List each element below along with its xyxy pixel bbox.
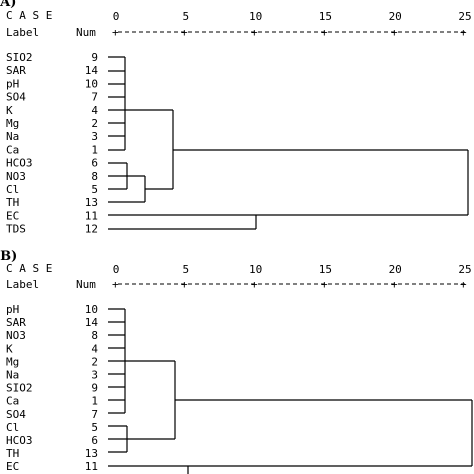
case-row-num: 10	[85, 77, 98, 90]
case-row-num: 11	[85, 460, 98, 473]
case-row-label: Cl	[6, 183, 19, 196]
case-row-num: 7	[91, 91, 98, 104]
case-row-label: Ca	[6, 143, 19, 156]
case-row-label: SAR	[6, 316, 26, 329]
panel-b-dendrogram-tree	[108, 308, 473, 474]
panel-a-scale-axis: + + + + + +	[112, 26, 467, 39]
panel-b-num-heading: Num	[76, 278, 96, 291]
svg-text:+: +	[321, 278, 328, 291]
svg-text:+: +	[321, 26, 328, 39]
case-row-label: TDS	[6, 223, 26, 236]
case-row-num: 5	[91, 183, 98, 196]
case-row-num: 6	[91, 157, 98, 170]
case-row-label: Na	[6, 130, 19, 143]
case-row-label: Mg	[6, 117, 19, 130]
scale-tick-label: 5	[182, 263, 189, 276]
case-row-label: SO4	[6, 408, 26, 421]
case-row-num: 8	[91, 170, 98, 183]
case-row-label: EC	[6, 460, 19, 473]
case-row-num: 3	[91, 130, 98, 143]
svg-text:+: +	[112, 278, 119, 291]
panel-a-dendrogram-tree	[108, 56, 469, 230]
case-row-label: EC	[6, 209, 19, 222]
svg-text:+: +	[460, 278, 467, 291]
case-row-label: Ca	[6, 395, 19, 408]
case-row-label: K	[6, 342, 13, 355]
scale-tick-label: 0	[113, 263, 120, 276]
scale-tick-label: 15	[319, 263, 332, 276]
case-row-label: TH	[6, 447, 19, 460]
svg-text:+: +	[460, 26, 467, 39]
case-row-num: 1	[91, 395, 98, 408]
case-row-num: 4	[91, 342, 98, 355]
scale-tick-label: 10	[249, 10, 262, 23]
panel-a-label-heading: Label	[6, 26, 39, 39]
scale-tick-label: 20	[389, 10, 402, 23]
case-row-label: Cl	[6, 421, 19, 434]
case-row-num: 11	[85, 209, 98, 222]
case-row-label: Na	[6, 369, 19, 382]
scale-tick-label: 20	[389, 263, 402, 276]
case-row-label: Mg	[6, 355, 19, 368]
case-row-num: 3	[91, 369, 98, 382]
svg-text:+: +	[391, 26, 398, 39]
panel-a-case-heading: C A S E	[6, 9, 52, 22]
svg-text:+: +	[251, 26, 258, 39]
case-row-num: 2	[91, 117, 98, 130]
case-row-num: 9	[91, 382, 98, 395]
case-row-label: SIO2	[6, 382, 33, 395]
panel-b-scale-axis: + + + + + +	[112, 278, 467, 291]
panel-a-num-heading: Num	[76, 26, 96, 39]
case-row-num: 1	[91, 143, 98, 156]
scale-tick-label: 25	[458, 10, 471, 23]
scale-tick-label: 10	[249, 263, 262, 276]
svg-text:+: +	[181, 26, 188, 39]
case-row-num: 9	[91, 51, 98, 64]
panel-a-case-rows: SIO2 9 SAR 14 pH 10 SO4 7 K 4 Mg 2 Na 3 Ca 1 HCO3 6 NO3 8 Cl…	[6, 51, 98, 236]
case-row-label: SAR	[6, 64, 26, 77]
panel-b-scale-ticks: 0 5 10 15 20 25	[113, 263, 472, 276]
panel-b-case-heading: C A S E	[6, 262, 52, 275]
case-row-num: 4	[91, 104, 98, 117]
case-row-num: 7	[91, 408, 98, 421]
case-row-num: 13	[85, 447, 98, 460]
panel-b-label-heading: Label	[6, 278, 39, 291]
svg-text:+: +	[112, 26, 119, 39]
panel-b-case-rows: pH 10 SAR 14 NO3 8 K 4 Mg 2 Na 3 SIO2 9 Ca 1 SO4 7 Cl 5 HCO3…	[6, 303, 98, 473]
svg-text:+: +	[251, 278, 258, 291]
case-row-num: 10	[85, 303, 98, 316]
scale-tick-label: 25	[458, 263, 471, 276]
case-row-num: 12	[85, 223, 98, 236]
case-row-label: NO3	[6, 170, 26, 183]
panel-a-scale-ticks: 0 5 10 15 20 25	[113, 10, 472, 23]
case-row-num: 5	[91, 421, 98, 434]
case-row-label: SO4	[6, 91, 26, 104]
case-row-num: 14	[85, 316, 99, 329]
svg-text:+: +	[181, 278, 188, 291]
case-row-num: 2	[91, 355, 98, 368]
case-row-num: 8	[91, 329, 98, 342]
case-row-label: TH	[6, 196, 19, 209]
case-row-num: 13	[85, 196, 98, 209]
case-row-label: SIO2	[6, 51, 33, 64]
case-row-label: pH	[6, 77, 19, 90]
case-row-num: 14	[85, 64, 99, 77]
panel-a-label: (A)	[0, 0, 16, 10]
scale-tick-label: 0	[113, 10, 120, 23]
case-row-num: 6	[91, 434, 98, 447]
svg-text:+: +	[391, 278, 398, 291]
case-row-label: HCO3	[6, 434, 33, 447]
case-row-label: HCO3	[6, 157, 33, 170]
scale-tick-label: 5	[182, 10, 189, 23]
scale-tick-label: 15	[319, 10, 332, 23]
case-row-label: pH	[6, 303, 19, 316]
case-row-label: NO3	[6, 329, 26, 342]
panel-b-label: (B)	[0, 249, 17, 264]
case-row-label: K	[6, 104, 13, 117]
